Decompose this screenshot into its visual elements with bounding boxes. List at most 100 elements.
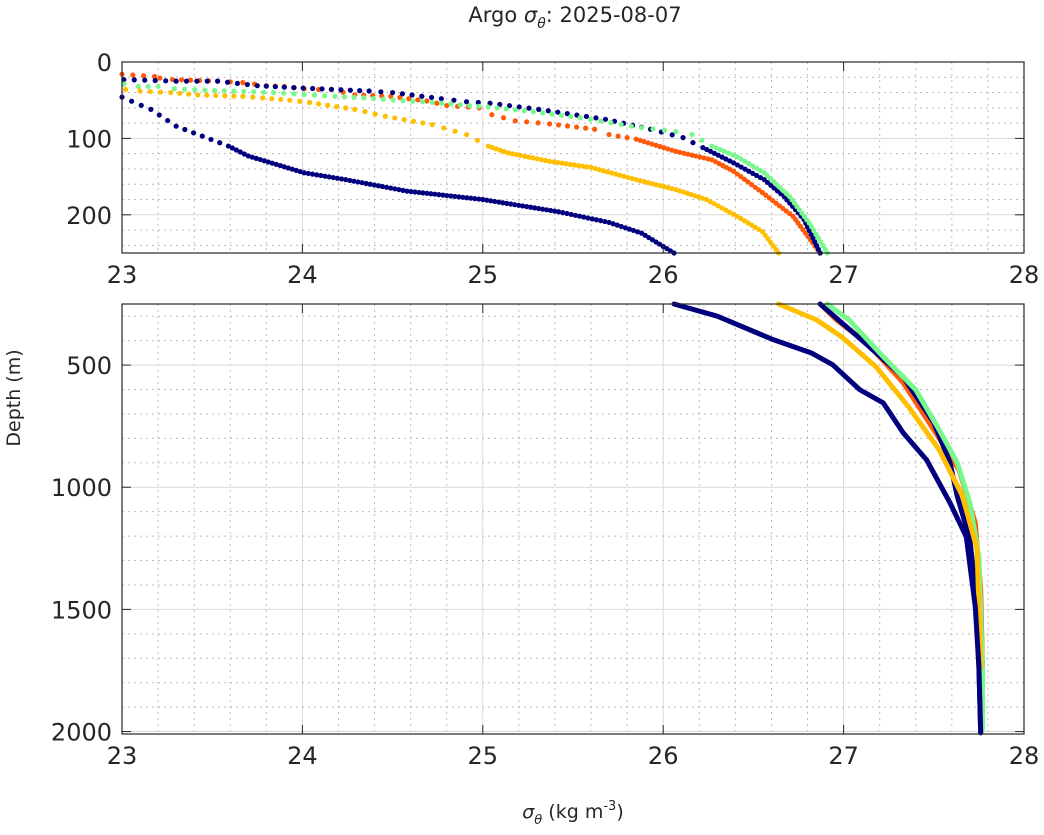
profile-orange-point <box>677 149 683 155</box>
profile-yellow-point <box>147 88 153 95</box>
profile-navy-1-point <box>338 176 345 182</box>
profile-navy-1-point <box>593 217 600 223</box>
profile-navy-1-point <box>532 205 538 211</box>
y-tick-label: 1000 <box>51 474 112 502</box>
x-tick-label: 26 <box>648 261 679 289</box>
profile-green-point <box>270 89 277 96</box>
profile-navy-1-point <box>138 102 144 108</box>
profile-yellow-point <box>641 179 647 185</box>
profile-yellow-point <box>767 239 774 245</box>
profile-navy-1-point <box>351 178 357 184</box>
profile-yellow-point <box>637 178 643 184</box>
profile-navy-1-point <box>343 177 349 183</box>
profile-yellow-point <box>352 106 358 112</box>
profile-navy-1-point <box>347 177 353 184</box>
profile-orange-point <box>434 100 440 106</box>
profile-yellow-point <box>665 185 671 191</box>
profile-green-point <box>757 167 763 174</box>
profile-navy-2-point <box>319 86 325 92</box>
profile-navy-2-point <box>669 132 675 138</box>
y-tick-label: 1500 <box>51 596 112 624</box>
profile-navy-1-point <box>524 203 530 210</box>
profile-yellow-point <box>501 148 507 155</box>
profile-yellow-point <box>382 113 388 119</box>
profile-orange-point <box>689 152 695 158</box>
profile-orange-point <box>187 77 194 83</box>
profile-green-point <box>753 165 760 171</box>
profile-orange-point <box>564 123 571 129</box>
profile-navy-2-point <box>750 170 756 176</box>
profile-navy-2-point <box>746 168 752 174</box>
profile-yellow-point <box>410 118 417 124</box>
profile-yellow-point <box>222 93 228 99</box>
profile-yellow-point <box>420 120 426 126</box>
profile-navy-1-point <box>129 98 135 104</box>
profile-yellow-point <box>604 169 611 175</box>
profile-green-point <box>135 83 141 90</box>
profile-orange-point <box>633 136 639 142</box>
profile-green-point <box>341 94 348 100</box>
profile-green-point <box>202 87 208 93</box>
profile-navy-2-point <box>438 96 444 102</box>
profile-navy-2-point <box>378 89 384 95</box>
profile-green-point <box>429 99 435 106</box>
profile-yellow-point <box>137 88 143 94</box>
profile-yellow-point <box>505 150 511 156</box>
profile-navy-2-point <box>338 87 344 93</box>
profile-navy-1-point <box>512 202 518 208</box>
profile-navy-2-point <box>300 85 306 91</box>
profile-yellow-point <box>600 168 606 174</box>
profile-navy-2-point <box>602 116 609 122</box>
profile-yellow-point <box>711 201 717 207</box>
x-tick-label: 25 <box>468 261 499 289</box>
profile-navy-1-point <box>225 143 232 149</box>
profile-navy-2-point <box>419 93 425 99</box>
profile-orange-point <box>685 151 691 157</box>
x-tick-label: 27 <box>828 742 859 770</box>
profile-green-point <box>618 121 624 127</box>
profile-navy-1-point <box>589 216 595 222</box>
profile-yellow-point <box>661 184 667 190</box>
profile-yellow-point <box>571 162 578 168</box>
profile-yellow-point <box>629 175 635 182</box>
profile-yellow-point <box>625 174 631 181</box>
y-tick-label: 100 <box>66 125 112 153</box>
profile-yellow-point <box>759 229 766 235</box>
profile-yellow-point <box>559 160 565 166</box>
profile-green-point <box>503 106 509 112</box>
profile-yellow-point <box>765 236 771 242</box>
profile-navy-1-line <box>671 301 984 736</box>
profile-navy-2-point <box>409 92 415 98</box>
profile-orange-point <box>657 143 663 150</box>
profile-navy-1-point <box>540 206 546 212</box>
profile-green-point <box>322 93 328 99</box>
profile-yellow-point <box>204 92 210 98</box>
profile-navy-2-point <box>690 140 696 146</box>
profile-yellow-point <box>297 98 303 104</box>
profile-green-point <box>673 128 679 135</box>
profile-yellow-point <box>567 161 573 167</box>
profile-green-point <box>608 120 614 126</box>
profile-green-point <box>155 83 161 90</box>
profile-navy-1-point <box>476 196 482 202</box>
profile-navy-2-point <box>366 88 372 94</box>
profile-navy-1-point <box>544 207 550 213</box>
profile-green-point <box>806 220 812 226</box>
profile-yellow-point <box>485 143 491 149</box>
profile-navy-1-point <box>424 190 430 196</box>
profile-yellow-point <box>762 232 768 238</box>
profile-green-point <box>628 123 634 129</box>
profile-green-point <box>530 109 536 115</box>
profile-navy-1-point <box>156 112 162 118</box>
profile-yellow-point <box>392 115 398 121</box>
profile-navy-1-point <box>564 210 570 217</box>
profile-navy-2-point <box>536 106 542 112</box>
profile-navy-1-point <box>309 171 316 177</box>
profile-yellow-point <box>441 125 447 131</box>
profile-navy-1-point <box>460 194 466 200</box>
profile-yellow-point <box>186 91 192 97</box>
profile-navy-2-point <box>730 160 737 166</box>
profile-yellow-point <box>489 144 495 151</box>
profile-navy-1-point <box>375 183 382 189</box>
